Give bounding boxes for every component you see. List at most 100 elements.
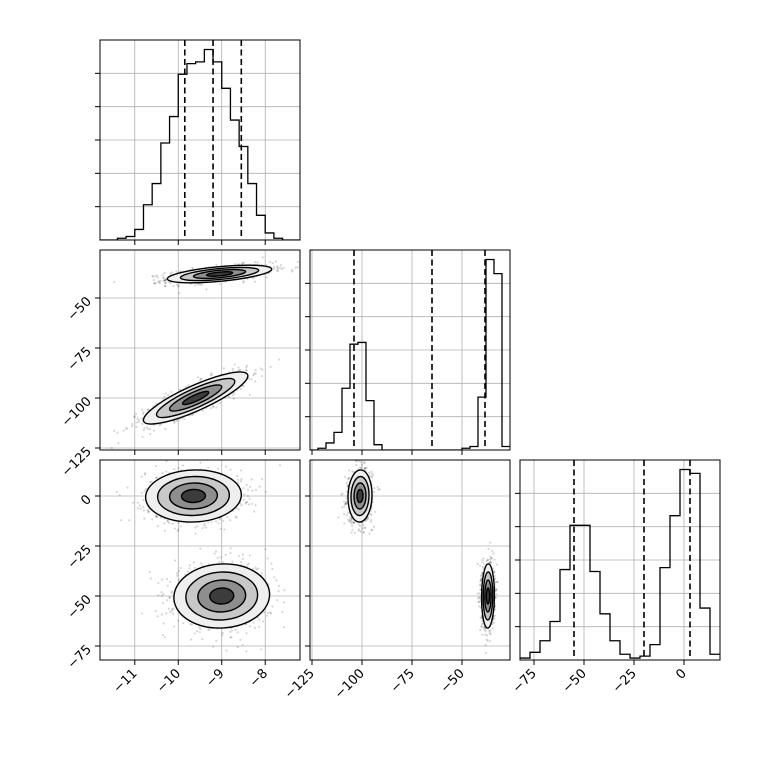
sample-point [280,267,283,271]
sample-point [201,409,204,412]
sample-point [201,527,204,530]
sample-point [248,554,252,557]
sample-point [191,266,194,269]
sample-point [148,510,151,513]
sample-point [237,508,240,511]
sample-point [230,629,233,632]
sample-point [236,474,239,478]
sample-point [140,417,143,420]
sample-point [350,522,353,525]
sample-point [296,266,299,269]
sample-point [278,266,282,269]
sample-point [222,367,226,370]
sample-point [179,388,182,391]
sample-point [198,631,201,634]
sample-point [225,649,228,652]
sample-point [175,419,179,423]
panel-body [337,455,499,655]
sample-point [237,554,240,558]
sample-point [256,261,259,264]
sample-point [363,526,366,529]
panel-frame [99,39,301,241]
sample-point [492,621,496,624]
panel-body [110,256,300,450]
sample-point [342,500,346,503]
sample-point [207,466,210,469]
sample-point [359,466,362,469]
sample-point [372,491,376,494]
sample-point [358,455,360,457]
sample-point [255,568,258,571]
sample-point [221,561,225,564]
sample-point [240,504,243,507]
sample-point [154,610,157,613]
sample-point [160,613,163,616]
sample-point [343,505,346,508]
sample-point [346,477,349,481]
sample-point [160,591,163,594]
scatter-panel-0-1 [99,249,301,451]
sample-point [362,523,365,527]
sample-point [355,463,358,466]
sample-point [136,501,139,504]
sample-point [154,275,157,278]
sample-point [229,547,232,550]
sample-point [480,624,483,628]
sample-point [345,514,348,517]
sample-point [194,284,197,287]
sample-point [232,393,235,397]
sample-point [162,279,165,282]
sample-point [359,524,362,528]
sample-point [164,281,167,284]
sample-point [245,650,248,653]
sample-point [171,522,174,525]
sample-point [245,369,249,372]
sample-point [147,508,150,511]
sample-point [259,367,262,370]
sample-point [125,427,129,430]
sample-point [135,421,138,424]
sample-point [226,515,229,519]
sample-point [269,612,273,615]
sample-point [151,274,154,278]
sample-point [360,461,363,464]
sample-point [251,489,254,492]
panel-frame [309,249,511,451]
sample-point [373,486,376,490]
sample-point [116,431,119,434]
sample-point [178,418,181,421]
sample-point [489,633,492,636]
sample-point [135,425,138,428]
sample-point [240,560,243,564]
sample-point [271,262,274,265]
sample-point [489,555,492,558]
sample-point [152,278,156,282]
sample-point [164,278,167,281]
sample-point [248,497,251,500]
sample-point [352,521,356,524]
sample-point [210,372,213,375]
sample-point [169,281,172,284]
sample-point [363,467,366,470]
sample-point [491,549,494,552]
sample-point [274,260,277,263]
sample-point [164,278,167,282]
sample-point [205,288,208,291]
sample-point [376,485,379,488]
sample-point [233,363,236,366]
sample-point [196,376,200,379]
sample-point [173,419,176,423]
sample-point [363,461,366,465]
sample-point [245,483,248,487]
sample-point [140,612,143,615]
sample-point [282,266,285,269]
sample-point [110,446,113,450]
sample-point [361,527,364,530]
sample-point [177,569,181,573]
sample-point [192,561,195,564]
sample-point [196,629,199,633]
sample-point [256,567,260,570]
sample-point [345,497,348,500]
sample-point [252,621,255,624]
